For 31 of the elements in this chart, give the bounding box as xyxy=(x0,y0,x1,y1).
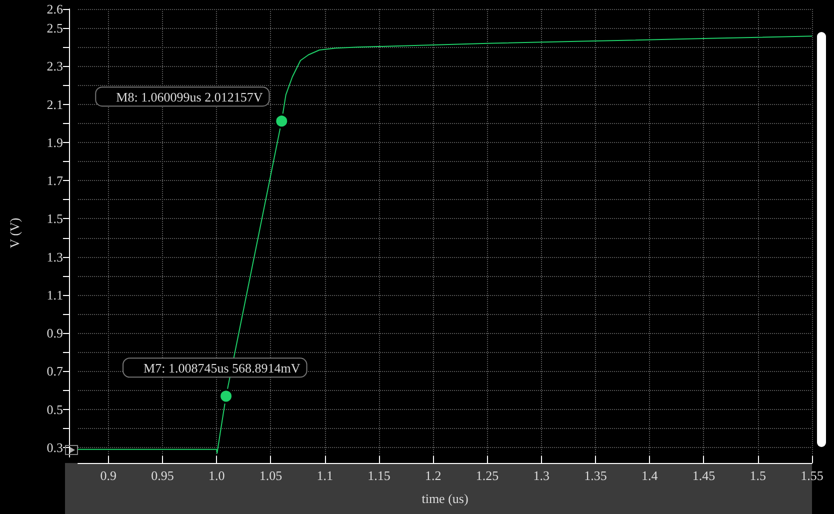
x-tick-label: 1.3 xyxy=(533,468,550,483)
x-tick-label: 1.4 xyxy=(641,468,658,483)
annotation: M7: 1.008745us 568.8914mV xyxy=(144,360,301,376)
x-tick-label: 1.15 xyxy=(368,468,390,483)
x-axis-title: time (us) xyxy=(422,491,468,506)
x-tick-label: 1.5 xyxy=(750,468,766,483)
x-tick-label: 1.2 xyxy=(424,468,442,483)
x-tick-label: 1.45 xyxy=(692,468,716,483)
y-tick-label: 1.9 xyxy=(46,134,63,150)
y-axis-title: V (V) xyxy=(7,218,22,248)
x-tick-label: 1.55 xyxy=(800,468,824,483)
x-tick-label: 0.95 xyxy=(151,468,174,483)
y-tick-label: 0.3 xyxy=(46,440,63,455)
x-tick-label: 0.9 xyxy=(100,468,116,483)
y-tick-label: 2.3 xyxy=(46,58,63,74)
y-tick-label: 2.6 xyxy=(46,2,64,16)
y-tick-label: 2.5 xyxy=(46,20,63,36)
y-tick-label: 2.1 xyxy=(46,96,63,112)
x-tick-label: 1.35 xyxy=(584,468,607,483)
y-tick-label: 0.7 xyxy=(46,364,64,379)
y-tick-label: 1.1 xyxy=(46,287,63,302)
x-tick-label: 1.05 xyxy=(259,468,282,483)
annotation: M8: 1.060099us 2.012157V xyxy=(116,90,264,105)
y-tick-label: 1.5 xyxy=(46,211,63,226)
x-tick-label: 1.0 xyxy=(208,468,225,483)
x-tick-label: 1.1 xyxy=(316,468,333,483)
y-tick-label: 0.5 xyxy=(46,402,63,417)
y-tick-label: 0.9 xyxy=(46,326,63,341)
y-tick-label: 1.3 xyxy=(46,249,63,264)
x-tick-label: 1.25 xyxy=(476,468,499,483)
y-tick-label: 1.7 xyxy=(46,173,64,188)
